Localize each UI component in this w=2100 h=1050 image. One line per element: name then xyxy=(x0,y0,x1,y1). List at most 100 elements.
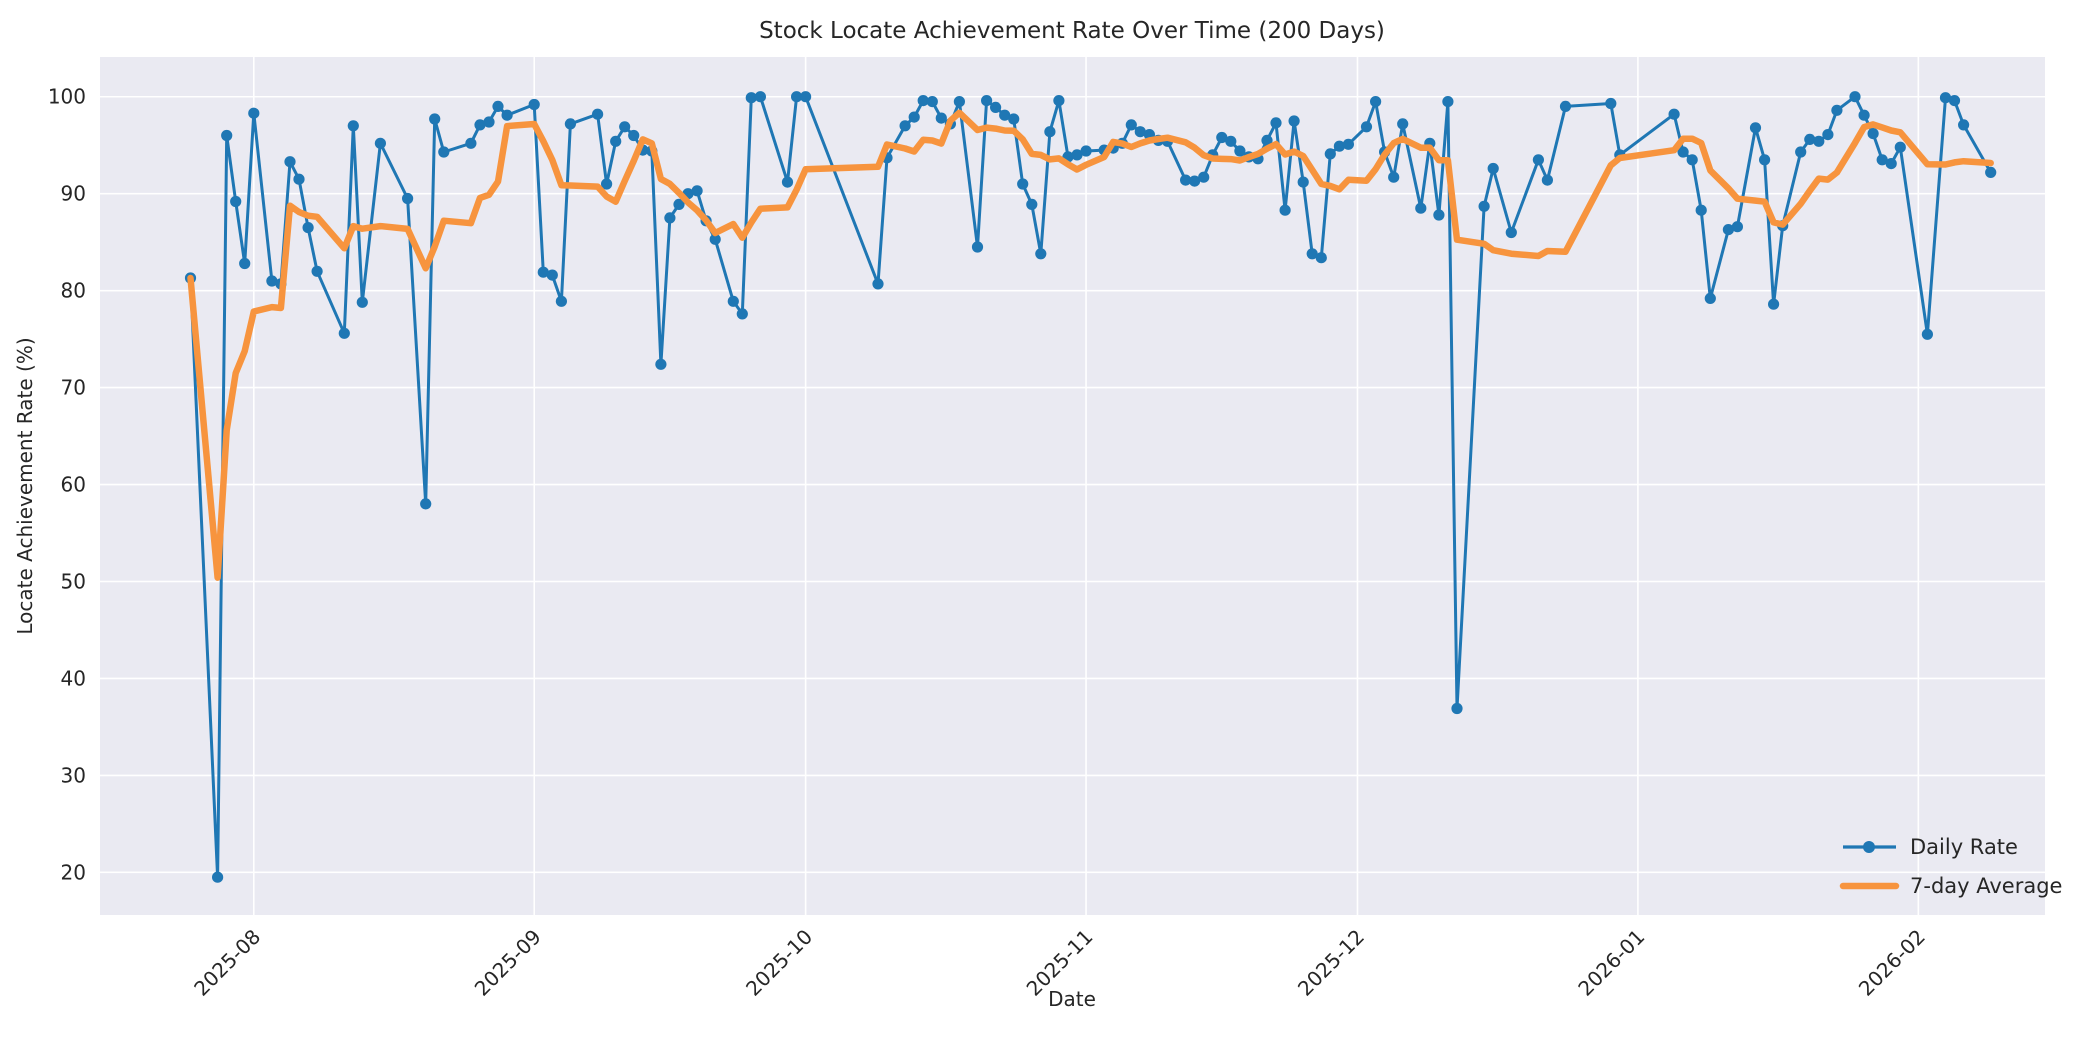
daily-rate-point xyxy=(311,265,323,277)
chart-title: Stock Locate Achievement Rate Over Time … xyxy=(759,18,1385,44)
plot-area xyxy=(100,57,2045,915)
daily-rate-point xyxy=(1035,248,1047,260)
daily-rate-point xyxy=(1451,702,1463,715)
daily-rate-point xyxy=(1080,145,1092,157)
x-tick-label: 2025-10 xyxy=(741,925,817,1001)
legend: Daily Rate 7-day Average xyxy=(1839,835,2062,898)
daily-rate-point xyxy=(1306,248,1318,260)
daily-rate-point xyxy=(248,107,260,119)
daily-rate-point xyxy=(1026,198,1038,210)
daily-rate-point xyxy=(745,92,757,104)
daily-rate-point xyxy=(492,100,504,112)
daily-rate-point xyxy=(1722,224,1734,236)
x-tick-label: 2026-01 xyxy=(1573,925,1649,1001)
daily-rate-point xyxy=(1505,226,1517,239)
daily-rate-point xyxy=(791,91,803,103)
daily-rate-point xyxy=(1415,202,1427,214)
daily-rate-point xyxy=(1433,209,1445,221)
daily-rate-point xyxy=(338,327,350,339)
daily-rate-point xyxy=(1704,292,1716,304)
daily-rate-point xyxy=(564,118,577,130)
daily-rate-point xyxy=(1958,119,1970,131)
daily-rate-point xyxy=(1749,122,1762,134)
daily-rate-point xyxy=(1677,146,1689,158)
daily-rate-point xyxy=(465,137,477,149)
daily-rate-point xyxy=(1831,104,1843,116)
daily-rate-point xyxy=(374,137,386,149)
daily-rate-point xyxy=(438,146,450,158)
daily-rate-point xyxy=(1324,148,1336,160)
daily-rate-point xyxy=(1921,328,1933,340)
daily-rate-point xyxy=(1948,95,1961,107)
daily-rate-point xyxy=(474,119,486,131)
daily-rate-point xyxy=(899,120,911,132)
daily-rate-point xyxy=(1261,134,1273,146)
y-axis-label: Locate Achievement Rate (%) xyxy=(13,337,37,634)
y-tick-label: 20 xyxy=(61,860,86,884)
daily-rate-point xyxy=(1605,97,1617,110)
daily-rate-point xyxy=(1360,121,1373,133)
daily-rate-point xyxy=(221,129,233,142)
daily-rate-point xyxy=(935,112,947,124)
daily-rate-point xyxy=(1795,146,1807,158)
daily-rate-point xyxy=(971,241,984,253)
legend-label-7day-average: 7-day Average xyxy=(1910,874,2062,898)
daily-rate-point xyxy=(429,113,441,125)
x-tick-label: 2025-09 xyxy=(470,925,546,1001)
daily-rate-point xyxy=(908,111,920,123)
daily-rate-point xyxy=(1478,200,1490,212)
daily-rate-point xyxy=(628,129,640,142)
daily-rate-point xyxy=(1315,252,1327,264)
daily-rate-point xyxy=(546,269,558,281)
daily-rate-point xyxy=(709,233,721,245)
daily-rate-point xyxy=(1134,126,1146,138)
legend-item-7day-average: 7-day Average xyxy=(1839,874,2062,898)
daily-rate-point xyxy=(1053,95,1065,107)
daily-rate-point xyxy=(1442,96,1454,108)
daily-rate-point xyxy=(1198,171,1210,183)
daily-rate-point xyxy=(872,278,884,290)
daily-rate-point xyxy=(1731,221,1743,233)
seven-day-average-line xyxy=(187,109,1994,581)
daily-rate-point xyxy=(727,295,739,307)
daily-rate-point xyxy=(917,95,929,107)
daily-rate-point xyxy=(1759,154,1771,166)
y-tick-label: 60 xyxy=(61,473,86,497)
x-tick-label: 2026-02 xyxy=(1854,925,1930,1001)
daily-rate-point xyxy=(926,96,938,108)
daily-rate-point xyxy=(1333,140,1345,152)
daily-rate-point xyxy=(736,308,748,320)
daily-rate-legend-marker-icon xyxy=(1863,841,1875,853)
daily-rate-point xyxy=(1813,135,1825,147)
daily-rate-point xyxy=(800,91,812,103)
daily-rate-point xyxy=(1768,298,1780,310)
gridlines xyxy=(100,57,2045,915)
daily-rate-point xyxy=(1822,129,1834,141)
daily-rate-point xyxy=(1668,108,1680,120)
y-tick-label: 80 xyxy=(61,279,86,303)
daily-rate-point xyxy=(754,91,767,103)
legend-item-daily-rate: Daily Rate xyxy=(1843,835,2018,859)
daily-rate-point xyxy=(1342,138,1354,150)
y-tick-labels: 20 30 40 50 60 70 80 90 100 xyxy=(48,85,86,885)
daily-rate-point xyxy=(1804,133,1816,145)
daily-rate-point xyxy=(302,222,314,234)
daily-rate-point xyxy=(619,121,631,133)
daily-rate-point xyxy=(1487,162,1499,175)
daily-rate-point xyxy=(1532,154,1544,166)
daily-rate-point xyxy=(1894,141,1906,153)
daily-rate-point xyxy=(1017,178,1029,190)
daily-rate-point xyxy=(1225,135,1237,147)
daily-rate-point xyxy=(1189,175,1201,187)
daily-rate-point xyxy=(537,266,549,278)
daily-rate-point xyxy=(1180,174,1192,186)
daily-rate-point xyxy=(1216,131,1228,144)
daily-rate-point xyxy=(1234,145,1246,157)
daily-rate-point xyxy=(293,173,305,185)
daily-rate-point xyxy=(1541,174,1553,186)
daily-rate-point xyxy=(1279,204,1291,216)
daily-rate-point xyxy=(555,295,568,307)
legend-label-daily-rate: Daily Rate xyxy=(1910,835,2018,859)
daily-rate-point xyxy=(1044,126,1056,138)
